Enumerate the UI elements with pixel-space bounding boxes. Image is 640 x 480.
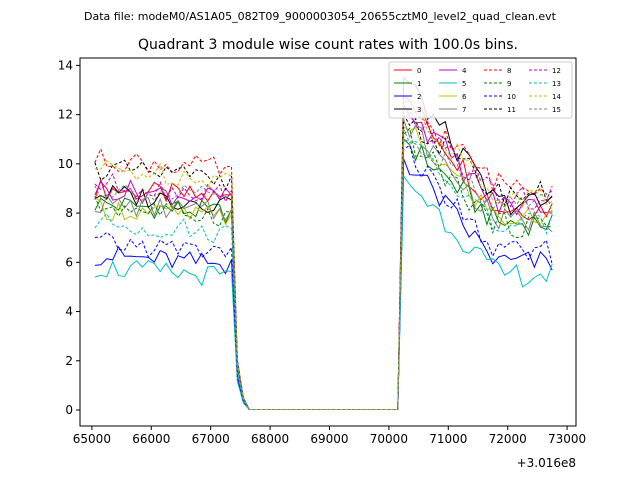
x-offset-label: +3.016e8 [517,456,576,470]
series-line-7 [94,119,553,410]
legend-label-9: 9 [507,80,511,88]
y-tick-label: 0 [65,403,73,417]
legend-label-5: 5 [462,80,466,88]
plot-frame [79,57,577,427]
legend-label-15: 15 [552,106,561,114]
legend-label-11: 11 [507,106,516,114]
series-line-5 [94,174,553,410]
legend-label-3: 3 [417,106,421,114]
series-line-11 [94,112,553,410]
y-tick-label: 10 [58,157,73,171]
x-tick-label: 67000 [192,432,230,446]
series-line-9 [94,127,553,410]
legend-label-7: 7 [462,106,466,114]
legend-label-8: 8 [507,67,511,75]
legend-label-12: 12 [552,67,561,75]
legend-label-0: 0 [417,67,421,75]
file-label: Data file: modeM0/AS1A05_082T09_90000030… [84,10,557,23]
series-line-15 [94,129,553,410]
x-tick-label: 73000 [548,432,586,446]
series-line-4 [94,102,553,410]
series-line-3 [94,76,553,410]
x-tick-label: 69000 [310,432,348,446]
y-tick-label: 4 [65,305,73,319]
x-tick-label: 68000 [251,432,289,446]
x-tick-label: 72000 [489,432,527,446]
legend-label-10: 10 [507,93,516,101]
series-line-6 [94,126,553,410]
y-tick-label: 8 [65,206,73,220]
x-tick-label: 65000 [73,432,111,446]
legend-label-13: 13 [552,80,561,88]
series-lines [94,76,553,410]
legend-label-14: 14 [552,93,561,101]
series-line-14 [94,94,553,410]
series-line-12 [94,109,553,410]
y-tick-label: 14 [58,58,73,72]
legend-label-2: 2 [417,93,421,101]
x-tick-label: 70000 [370,432,408,446]
legend-label-1: 1 [417,80,421,88]
legend-box [388,61,573,119]
y-tick-label: 2 [65,354,73,368]
legend-label-4: 4 [462,67,467,75]
y-axis: 0 2 4 6 8 10 12 14 [58,58,80,417]
x-axis: 65000 66000 67000 68000 69000 70000 71000 72000… [73,426,586,446]
y-tick-label: 12 [58,108,73,122]
x-tick-label: 66000 [132,432,170,446]
series-line-8 [94,99,553,410]
series-line-13 [94,138,553,410]
chart-title: Quadrant 3 module wise count rates with … [138,37,518,53]
legend-label-6: 6 [462,93,467,101]
x-tick-label: 71000 [429,432,467,446]
y-tick-label: 6 [65,255,73,269]
